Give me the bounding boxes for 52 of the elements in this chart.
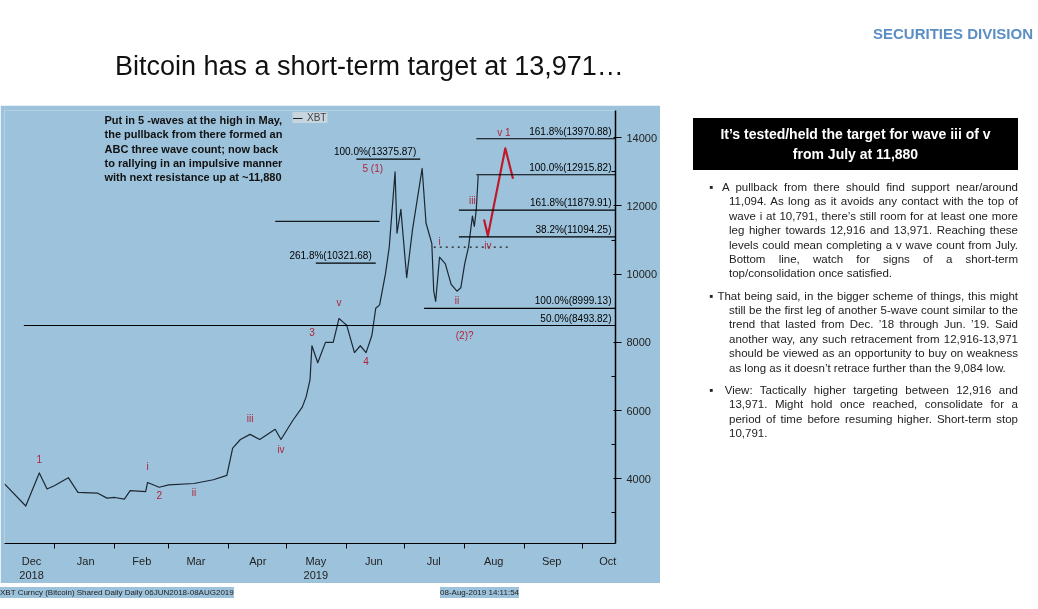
y-tick-label: 6000 (626, 404, 651, 417)
x-tick-label: Mar (186, 554, 206, 567)
x-tick-label: Feb (132, 554, 152, 567)
text: SECURITIES DIVISION (871, 24, 1034, 44)
x-tick-label: Jul (426, 554, 441, 567)
annotation: v (336, 297, 342, 309)
text: XBT Curncy (Bitcoin) Shared Daily Daily 06JUN2018-08AUG2019 (0, 587, 234, 599)
text: ▪ That being said, in the bigger scheme of things, this might still be the first leg of another 5-wave count similar to the trend that lasted from Dec. ’18 through Jun. ’19. Said another way, any such retracement from 12,916-13,971 should be viewed as an opportunity to buy on weakness as long as it doesn’t retrace further than the 9,084 low. (709, 288, 1018, 375)
x-tick-label: May 2019 (303, 554, 329, 581)
annotation: Put in 5 -waves at the high in May, the pullback from there formed an ABC three wave count; now back to rallying in an impulsive manner with next resistance up at ~11,880 (103, 113, 284, 184)
x-tick-label: Jun (364, 554, 383, 567)
annotation: 1 (36, 453, 43, 465)
annotation: 2 (156, 490, 163, 502)
annotation: i (146, 461, 149, 473)
y-tick-label: 12000 (626, 199, 658, 212)
text: XBT (307, 112, 327, 123)
series-label: 38.2%(11094.25) (535, 223, 612, 235)
x-tick-label: Dec 2018 (19, 554, 44, 581)
series-label: 50.0%(8493.82) (540, 312, 612, 324)
legend-label: 161.8%(11879.91) (529, 197, 612, 209)
annotation: i (438, 236, 441, 248)
annotation: 5 (1) (362, 162, 384, 174)
annotation: 3 (309, 326, 316, 338)
line-series (482, 147, 515, 237)
annotation: (2)? (455, 329, 475, 341)
legend-label: 100.0%(12915.82) (529, 161, 612, 173)
x-tick-label: Jan (76, 554, 95, 567)
annotation: 4 (363, 355, 370, 367)
x-tick-label: Apr (249, 554, 267, 567)
annotation: ii (191, 487, 197, 499)
series-label: 100.0%(8999.13) (534, 295, 612, 307)
annotation: iii (246, 413, 254, 425)
annotation: iv (484, 239, 492, 251)
text: 08-Aug-2019 14:11:54 (440, 587, 520, 599)
chart-title: Bitcoin has a short-term target at 13,971… (114, 50, 625, 83)
legend-label: 161.8%(13970.88) (529, 125, 612, 137)
text: It’s tested/held the target for wave iii of v from July at 11,880 (693, 118, 1018, 170)
text: ▪ A pullback from there should find support near/around 11,094. As long as it avoids any contact with the top of wave i at 10,791, there’s still room for at least one more leg higher towards 12,916 and 13,971. Reaching these levels could mean completing a v wave count from July. Bottom line, watch for signs of a short-term top/consolidation once satisfied. (709, 180, 1018, 281)
annotation: ii (454, 295, 460, 307)
annotation: iv (277, 443, 285, 455)
annotation: iii (469, 195, 476, 207)
y-tick-label: 14000 (626, 131, 658, 144)
annotation: v 1 (497, 127, 512, 139)
x-tick-label: Oct (599, 554, 617, 567)
series-label: 261.8%(10321.68) (289, 250, 372, 262)
x-tick-label: Aug (483, 554, 504, 567)
y-tick-label: 10000 (626, 268, 658, 281)
y-tick-label: 8000 (626, 336, 651, 349)
text: ▪ View: Tactically higher targeting between 12,916 and 13,971. Might hold once reached, consolidate for a period of time before resuming higher. Short-term stop 10,791. (709, 382, 1018, 441)
y-tick-label: 4000 (626, 472, 651, 485)
x-tick-label: Sep (541, 554, 562, 567)
series-label: 100.0%(13375.87) (333, 146, 417, 158)
